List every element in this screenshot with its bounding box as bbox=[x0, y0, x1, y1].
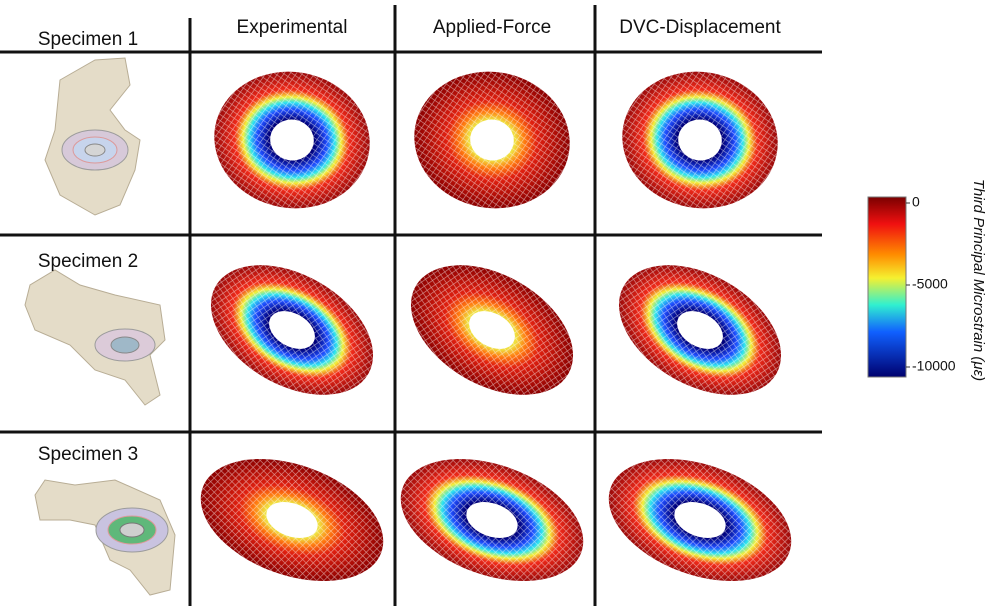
colorbar-tick-label: -10000 bbox=[912, 358, 956, 374]
strain-map bbox=[596, 238, 803, 421]
colorbar-tick-label: -5000 bbox=[912, 276, 948, 292]
bone-model bbox=[35, 480, 175, 595]
column-header: Applied-Force bbox=[433, 17, 551, 38]
strain-map bbox=[203, 59, 380, 220]
bone-model bbox=[45, 58, 140, 215]
column-header: Experimental bbox=[237, 17, 348, 38]
column-header: DVC-Displacement bbox=[619, 17, 781, 38]
row-label: Specimen 1 bbox=[38, 29, 138, 50]
bone-model bbox=[25, 270, 165, 405]
colorbar-label: Third Principal Microstrain (με) bbox=[970, 179, 987, 381]
strain-map bbox=[611, 59, 788, 220]
strain-map bbox=[403, 59, 580, 220]
colorbar bbox=[868, 197, 906, 377]
row-label: Specimen 2 bbox=[38, 251, 138, 272]
strain-map bbox=[184, 436, 400, 604]
strain-map bbox=[388, 238, 595, 421]
row-label: Specimen 3 bbox=[38, 444, 138, 465]
figure: Third Principal Microstrain (με) Experim… bbox=[0, 0, 992, 606]
strain-map bbox=[384, 436, 600, 604]
strain-map bbox=[592, 436, 808, 604]
strain-map bbox=[188, 238, 395, 421]
colorbar-tick-label: 0 bbox=[912, 194, 920, 210]
